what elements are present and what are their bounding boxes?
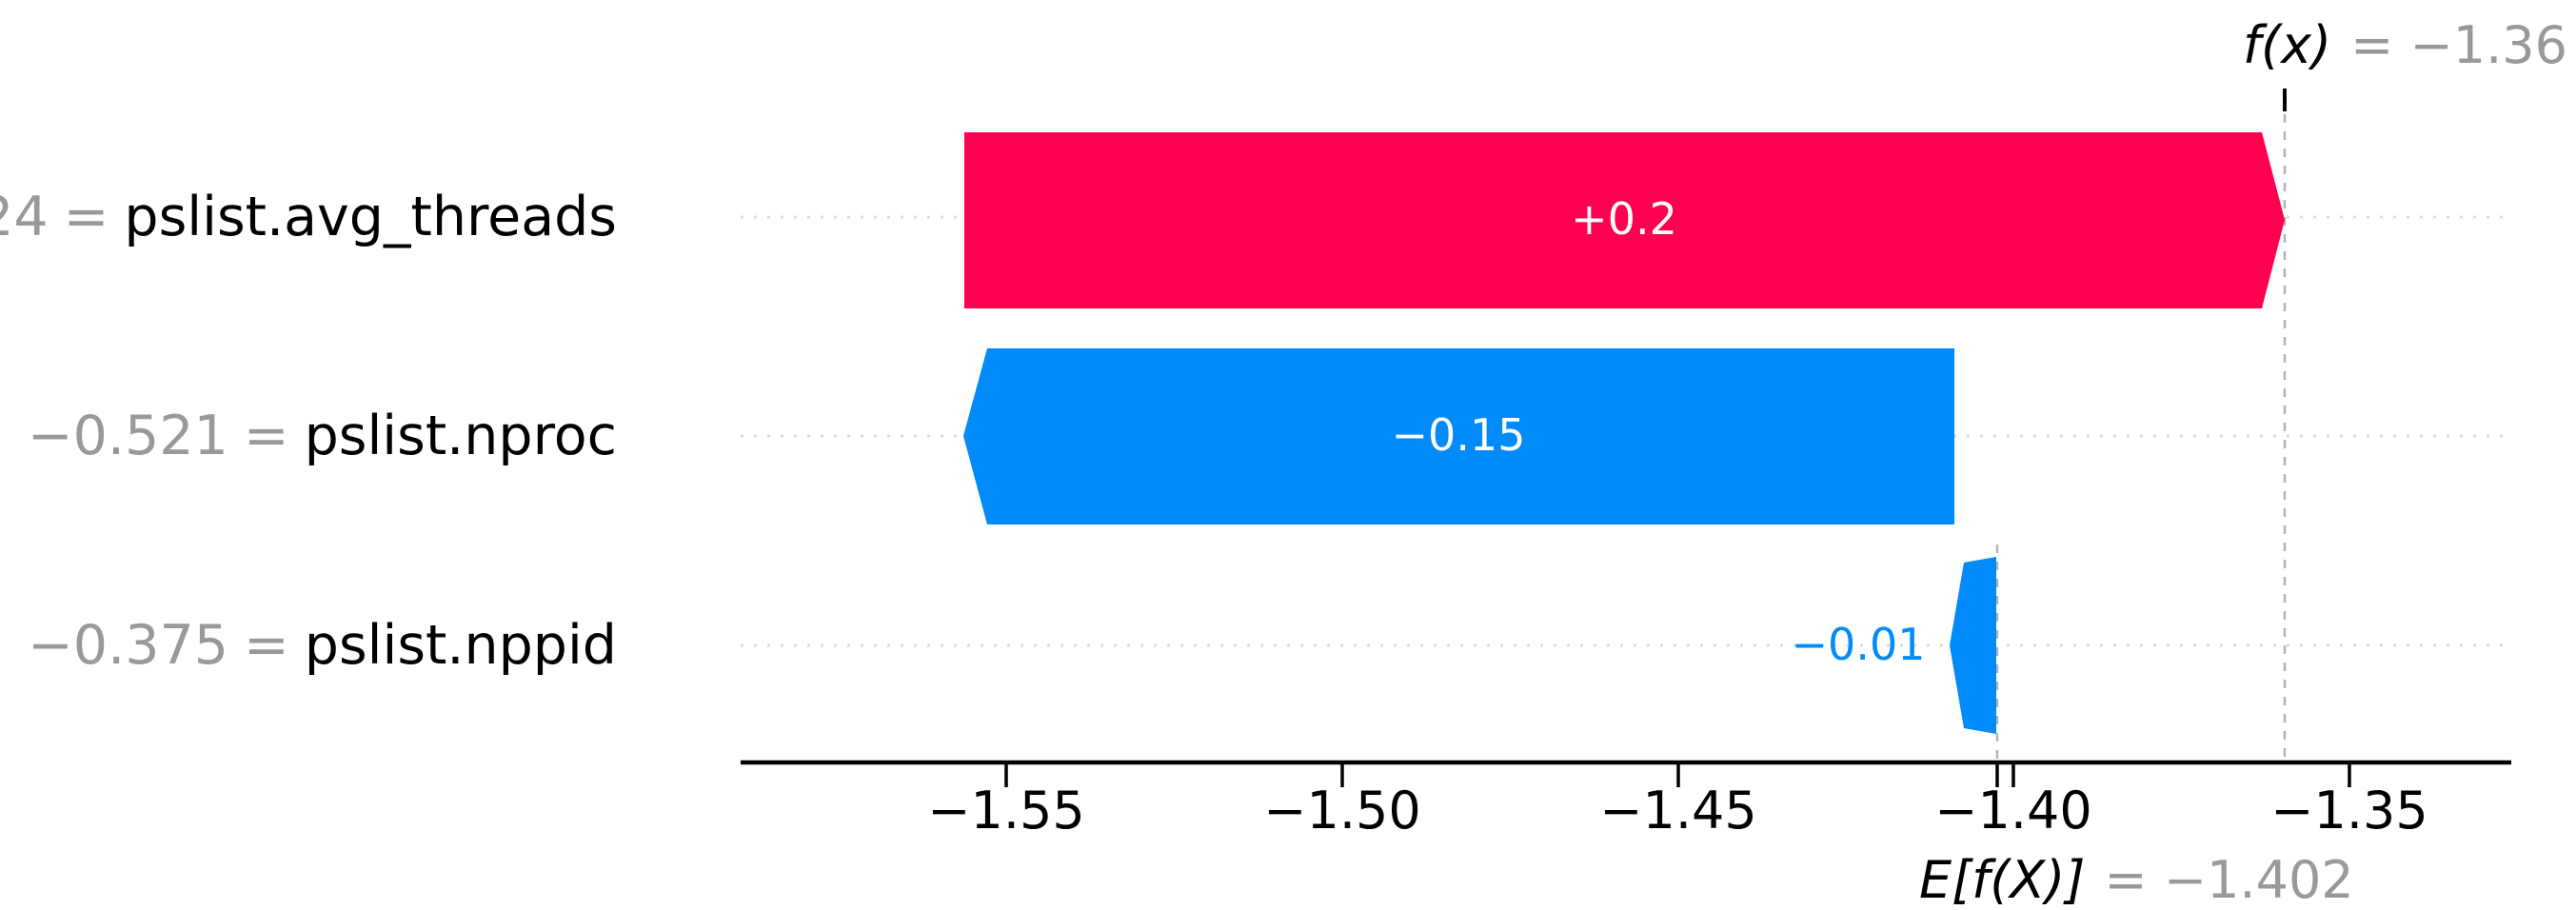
- bar-value-label-avg-threads: +0.2: [1571, 193, 1677, 245]
- ef-annotation-value: = −1.402: [2104, 850, 2354, 910]
- x-tick-label: −1.55: [927, 781, 1085, 841]
- feature-value: 0.124: [0, 186, 49, 248]
- bar-value-label-nproc: −0.15: [1391, 409, 1526, 461]
- feature-name: pslist.nproc: [304, 405, 617, 467]
- equals-sign: =: [244, 614, 289, 677]
- bar-pslist-nppid: [1950, 557, 1996, 734]
- bar-pslist-avg-threads: [964, 132, 2285, 308]
- feature-value: −0.375: [28, 614, 228, 677]
- bar-value-label-nppid: −0.01: [1791, 619, 1926, 670]
- x-tick-label: −1.40: [1934, 781, 2092, 841]
- ef-annotation-name: E[f(X)]: [1919, 850, 2086, 910]
- equals-sign: =: [63, 186, 109, 248]
- x-tick-label: −1.50: [1263, 781, 1421, 841]
- x-tick-label: −1.45: [1599, 781, 1757, 841]
- feature-label-pslist-avg-threads: 0.124 = pslist.avg_threads: [0, 174, 617, 260]
- feature-name: pslist.nppid: [304, 614, 617, 677]
- feature-label-pslist-nppid: −0.375 = pslist.nppid: [0, 603, 617, 688]
- fx-annotation: f(x) = −1.36: [2243, 15, 2567, 75]
- fx-annotation-name: f(x): [2243, 15, 2332, 75]
- equals-sign: =: [243, 405, 289, 467]
- feature-label-pslist-nproc: −0.521 = pslist.nproc: [0, 393, 617, 479]
- x-tick-label: −1.35: [2270, 781, 2428, 841]
- feature-value: −0.521: [27, 405, 228, 467]
- fx-annotation-value: = −1.36: [2350, 15, 2568, 75]
- feature-name: pslist.avg_threads: [124, 186, 617, 248]
- ef-annotation: E[f(X)] = −1.402: [1919, 850, 2354, 910]
- bar-pslist-nproc: [963, 348, 1954, 524]
